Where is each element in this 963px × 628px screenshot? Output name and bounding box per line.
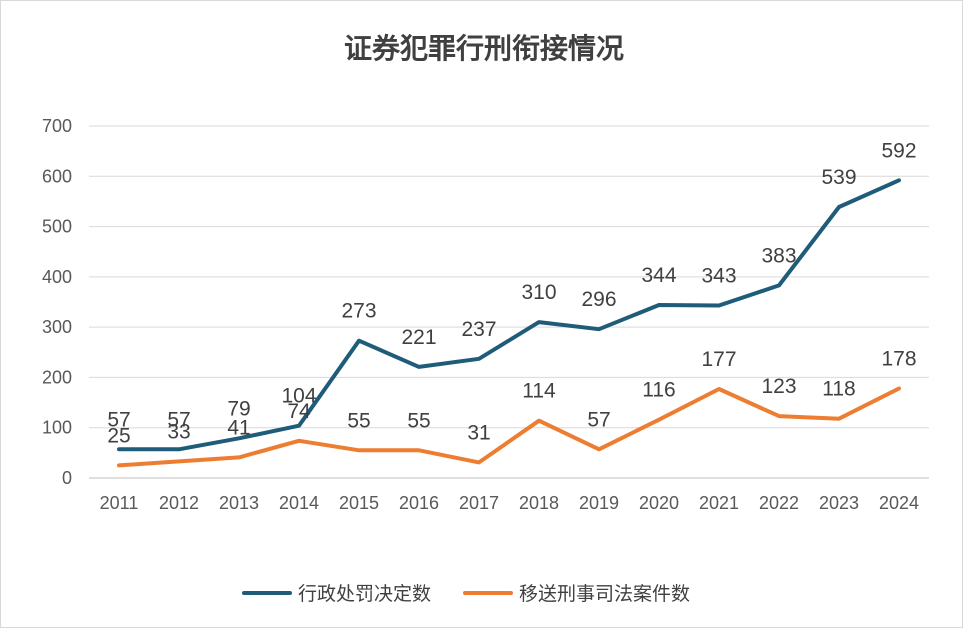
- x-tick-label: 2020: [639, 493, 679, 513]
- y-tick-label: 500: [42, 217, 72, 237]
- x-tick-label: 2016: [399, 493, 439, 513]
- data-label: 221: [401, 326, 436, 349]
- legend-entry: 行政处罚决定数: [298, 583, 431, 605]
- data-label: 344: [641, 264, 676, 287]
- data-labels: 57 57 79 104 273 221 237 310 296 344 343 383 539 592 2…: [107, 139, 916, 447]
- y-axis-ticks: 0 100 200 300 400 500 600 700: [42, 116, 72, 488]
- data-label: 57: [587, 408, 610, 431]
- legend-entry: 移送刑事司法案件数: [519, 583, 690, 605]
- x-tick-label: 2017: [459, 493, 499, 513]
- data-label: 310: [521, 281, 556, 304]
- x-tick-label: 2022: [759, 493, 799, 513]
- x-tick-label: 2013: [219, 493, 259, 513]
- y-tick-label: 700: [42, 116, 72, 136]
- x-tick-label: 2019: [579, 493, 619, 513]
- data-label: 41: [227, 416, 250, 439]
- x-tick-label: 2014: [279, 493, 319, 513]
- series-line-2: [117, 386, 901, 468]
- data-label: 55: [347, 409, 370, 432]
- data-label: 104: [281, 385, 316, 408]
- series-line-1: [117, 178, 901, 452]
- data-label: 237: [461, 318, 496, 341]
- gridlines: [89, 125, 929, 479]
- legend: 行政处罚决定数 移送刑事司法案件数: [242, 583, 690, 605]
- series-lines: [117, 178, 901, 468]
- x-tick-label: 2011: [100, 493, 139, 513]
- data-label: 592: [881, 139, 916, 162]
- data-label: 57: [107, 408, 130, 431]
- chart-title: 证券犯罪行刑衔接情况: [344, 32, 624, 65]
- data-label: 57: [167, 408, 190, 431]
- y-tick-label: 600: [42, 166, 72, 186]
- y-tick-label: 200: [42, 367, 72, 387]
- x-tick-label: 2023: [819, 493, 859, 513]
- y-tick-label: 300: [42, 317, 72, 337]
- data-label: 383: [761, 244, 796, 267]
- x-tick-label: 2015: [339, 493, 379, 513]
- data-label: 116: [642, 379, 675, 402]
- data-label: 79: [227, 397, 250, 420]
- data-label: 123: [761, 375, 796, 398]
- data-label: 343: [701, 265, 736, 288]
- data-label: 273: [341, 300, 376, 323]
- data-label: 74: [287, 400, 311, 423]
- data-label: 296: [581, 288, 616, 311]
- data-label: 114: [522, 380, 556, 403]
- data-label: 55: [407, 409, 430, 432]
- x-tick-label: 2018: [519, 493, 559, 513]
- y-tick-label: 100: [42, 418, 72, 438]
- x-tick-label: 2012: [159, 493, 199, 513]
- y-tick-label: 0: [62, 468, 72, 488]
- x-axis-ticks: 2011 2012 2013 2014 2015 2016 2017 2018 2019 2020…: [100, 493, 919, 513]
- data-label: 177: [701, 348, 736, 371]
- data-label: 178: [881, 347, 916, 370]
- data-label: 25: [107, 424, 130, 447]
- y-tick-label: 400: [42, 267, 72, 287]
- x-tick-label: 2024: [879, 493, 919, 513]
- data-label: 31: [467, 421, 490, 444]
- data-label: 118: [822, 378, 855, 401]
- data-label: 539: [821, 166, 856, 189]
- data-label: 33: [167, 420, 190, 443]
- x-tick-label: 2021: [699, 493, 739, 513]
